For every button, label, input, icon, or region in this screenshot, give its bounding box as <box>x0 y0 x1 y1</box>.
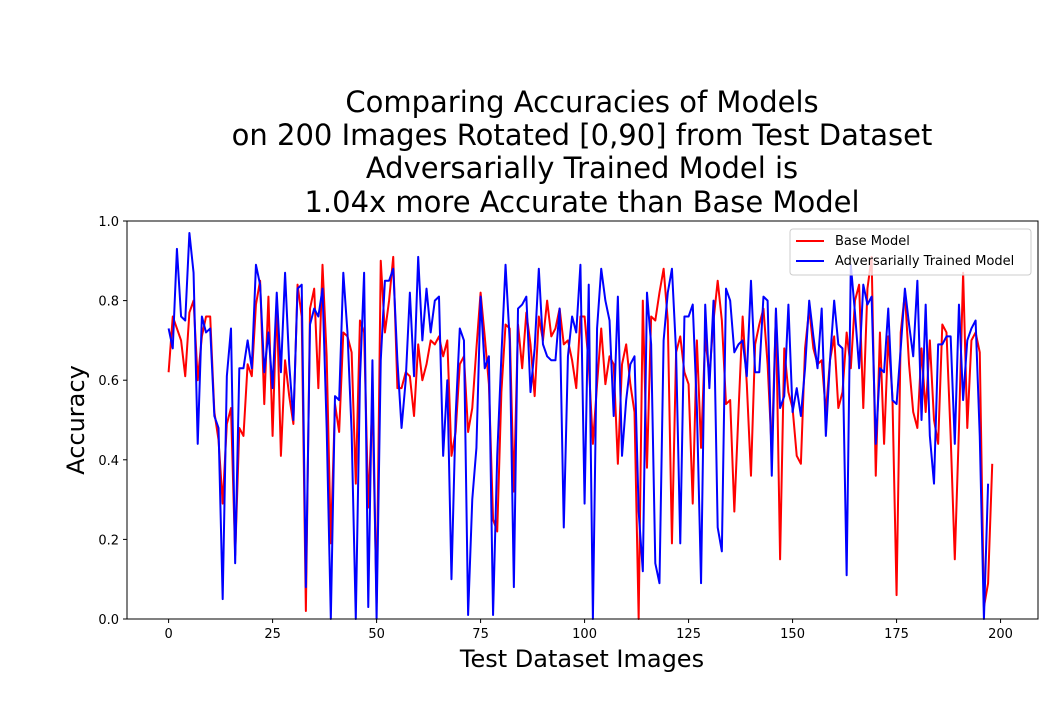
x-tick-label: 25 <box>264 627 281 642</box>
chart-title: Comparing Accuracies of Models on 200 Im… <box>232 85 933 219</box>
y-tick-label: 0.0 <box>98 613 119 628</box>
y-tick-label: 0.2 <box>98 533 119 548</box>
legend: Base Model Adversarially Trained Model <box>789 228 1032 276</box>
x-tick-label: 75 <box>472 627 489 642</box>
legend-label-base-model: Base Model <box>835 234 910 249</box>
x-axis-ticks: 0 25 50 75 100 125 150 175 200 <box>164 619 1013 642</box>
chart-title-line-2: on 200 Images Rotated [0,90] from Test D… <box>232 118 933 152</box>
chart-title-line-3: Adversarially Trained Model is <box>366 151 798 185</box>
chart-title-line-1: Comparing Accuracies of Models <box>345 85 818 119</box>
y-axis-label: Accuracy <box>62 365 90 475</box>
x-axis-label: Test Dataset Images <box>459 645 704 673</box>
y-tick-label: 0.8 <box>98 295 119 310</box>
y-tick-label: 0.4 <box>98 454 119 469</box>
x-tick-label: 175 <box>884 627 909 642</box>
y-tick-label: 0.6 <box>98 374 119 389</box>
plot-frame <box>126 220 1039 620</box>
legend-label-adversarial-model: Adversarially Trained Model <box>835 254 1014 269</box>
x-tick-label: 50 <box>368 627 385 642</box>
y-tick-label: 1.0 <box>98 215 119 230</box>
chart-title-line-4: 1.04x more Accurate than Base Model <box>304 185 859 219</box>
x-tick-label: 200 <box>988 627 1013 642</box>
x-tick-label: 125 <box>676 627 701 642</box>
legend-box <box>789 228 1032 276</box>
x-tick-label: 100 <box>572 627 597 642</box>
x-tick-label: 0 <box>164 627 172 642</box>
x-tick-label: 150 <box>780 627 805 642</box>
y-axis-ticks: 0.0 0.2 0.4 0.6 0.8 1.0 <box>98 215 127 628</box>
